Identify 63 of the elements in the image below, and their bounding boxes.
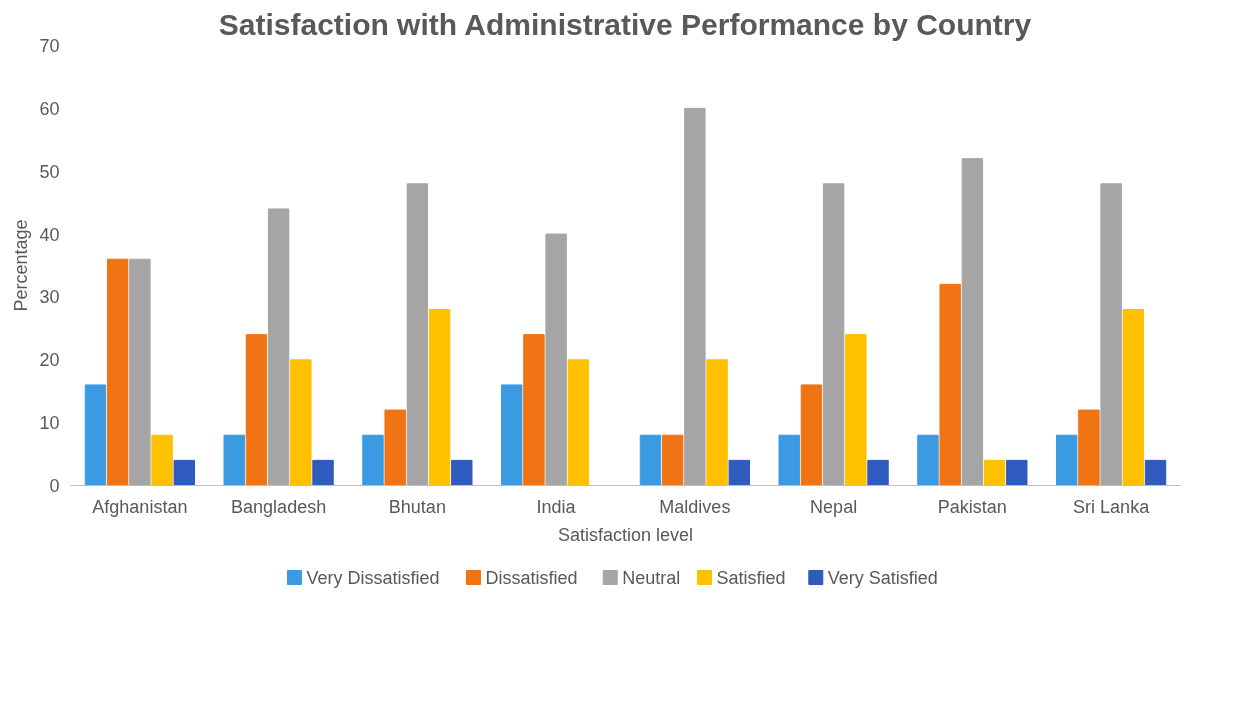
x-tick-label: Afghanistan — [92, 496, 188, 517]
bar — [362, 434, 384, 486]
bar — [290, 359, 312, 486]
bar — [545, 233, 567, 486]
bar — [151, 434, 173, 486]
bar — [728, 459, 750, 486]
bar — [384, 409, 406, 486]
legend-label: Neutral — [622, 567, 681, 588]
x-tick-label: Bhutan — [388, 496, 446, 517]
x-tick-label: India — [536, 496, 577, 517]
y-axis-title: Percentage — [11, 219, 32, 312]
bar — [639, 434, 662, 486]
bar — [939, 283, 961, 486]
bar — [106, 258, 129, 486]
bar — [312, 459, 334, 486]
x-tick-label: Nepal — [810, 496, 858, 517]
legend-label: Very Satisfied — [827, 567, 938, 588]
bar — [451, 459, 473, 486]
bar — [267, 208, 290, 486]
bar — [501, 384, 523, 486]
y-tick-label: 30 — [39, 287, 60, 308]
x-axis-title: Satisfaction level — [557, 524, 694, 545]
legend-label: Satisfied — [716, 567, 786, 588]
x-tick-label: Maldives — [659, 496, 731, 517]
bar — [800, 384, 823, 486]
bar — [822, 183, 845, 486]
bar — [661, 434, 684, 486]
bar — [845, 334, 867, 486]
bar — [778, 434, 800, 486]
bar — [1056, 434, 1078, 486]
legend-label: Very Dissatisfied — [306, 567, 440, 588]
bar — [173, 459, 195, 486]
x-tick-label: Sri Lanka — [1073, 496, 1151, 517]
bar — [567, 359, 590, 486]
bar — [129, 258, 151, 486]
bar — [684, 107, 706, 486]
bar — [983, 459, 1006, 486]
y-tick-label: 50 — [39, 161, 60, 182]
y-tick-label: 40 — [39, 224, 60, 245]
bar — [84, 384, 107, 486]
bar — [245, 334, 268, 486]
y-tick-label: 10 — [39, 413, 60, 434]
chart-title: Satisfaction with Administrative Performance by Country — [218, 7, 1032, 41]
y-tick-label: 70 — [39, 36, 60, 56]
x-tick-label: Pakistan — [937, 496, 1007, 517]
bar — [961, 158, 984, 486]
bar — [223, 434, 245, 486]
bar — [1006, 459, 1028, 486]
bar — [1078, 409, 1100, 486]
bar — [1122, 309, 1145, 486]
y-tick-label: 60 — [39, 98, 60, 119]
bar — [406, 183, 429, 486]
bar — [867, 459, 889, 486]
bar — [428, 309, 451, 486]
x-tick-label: Bangladesh — [231, 496, 327, 517]
y-tick-label: 0 — [49, 476, 60, 496]
y-tick-label: 20 — [39, 350, 60, 371]
bar — [917, 434, 939, 486]
bar — [1144, 459, 1167, 486]
bar — [523, 334, 545, 486]
bar — [1100, 183, 1122, 486]
legend-label: Dissatisfied — [485, 567, 578, 588]
bar — [706, 359, 728, 486]
